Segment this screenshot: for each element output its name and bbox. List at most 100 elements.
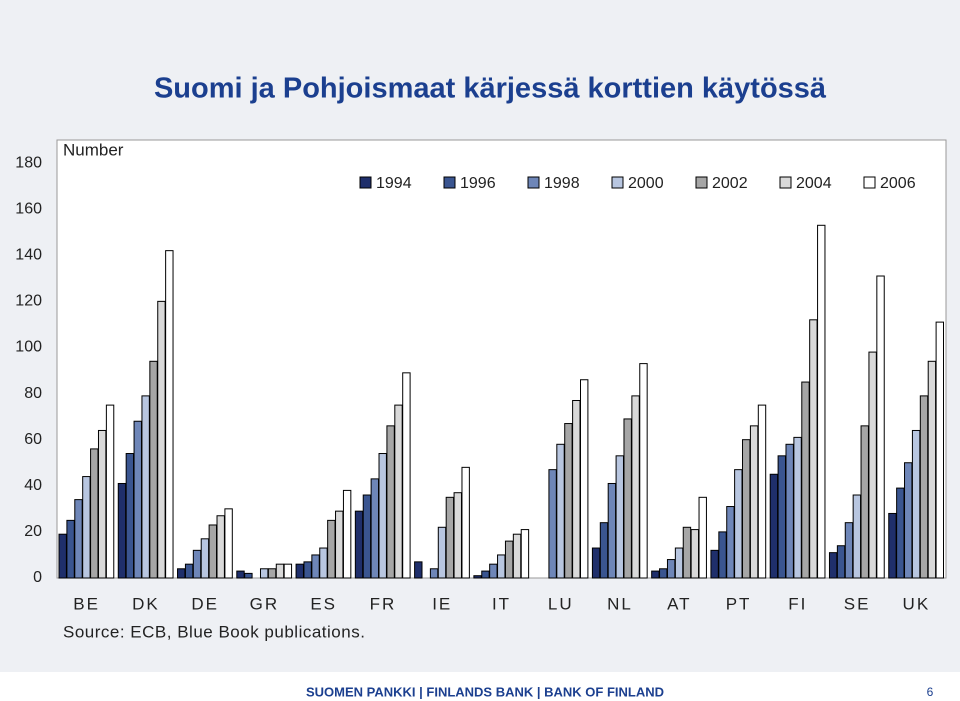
bar [927, 360, 937, 579]
bar [354, 510, 364, 579]
bar [437, 526, 447, 579]
bar [208, 524, 218, 579]
x-tick-label: LU [548, 594, 574, 613]
bar [414, 561, 423, 579]
bar [599, 522, 609, 579]
bar [370, 478, 380, 579]
bar [888, 512, 897, 579]
bar [548, 469, 557, 579]
x-tick-label: FI [788, 594, 807, 613]
bar [66, 519, 75, 579]
y-tick-label: 120 [15, 293, 42, 310]
bar [698, 496, 707, 579]
bar [58, 533, 67, 579]
footer-text: SUOMEN PANKKI | FINLANDS BANK | BANK OF … [306, 684, 664, 699]
page-number: 6 [927, 685, 934, 699]
x-tick-label: PT [726, 594, 752, 613]
bar [742, 439, 751, 579]
bar [769, 473, 779, 579]
legend-swatch [695, 176, 708, 189]
legend-label: 1996 [460, 175, 496, 192]
y-tick-label: 20 [24, 523, 42, 540]
x-tick-label: FR [370, 594, 397, 613]
bar [125, 453, 135, 579]
bar [295, 563, 304, 579]
bar [157, 300, 166, 579]
bar [817, 224, 826, 579]
bar [651, 570, 660, 579]
bar [141, 395, 150, 579]
bar [607, 482, 617, 579]
bar [473, 575, 482, 579]
y-tick-label: 80 [24, 385, 42, 402]
bar [82, 476, 91, 579]
bar [319, 547, 328, 579]
bar [726, 506, 735, 579]
bar [896, 487, 905, 579]
bar [580, 379, 589, 579]
x-tick-label: NL [607, 594, 633, 613]
legend-swatch [779, 176, 792, 189]
bar [259, 568, 269, 579]
bar [362, 494, 372, 579]
bar [192, 549, 202, 579]
bar [149, 360, 158, 579]
x-tick-label: AT [667, 594, 691, 613]
bar [497, 554, 506, 579]
bar [682, 526, 692, 579]
bar [504, 540, 514, 579]
bar [659, 568, 668, 579]
bar [90, 448, 99, 579]
x-tick-label: ES [310, 594, 337, 613]
bar [690, 529, 700, 579]
bar [639, 363, 648, 579]
bar [777, 455, 786, 579]
bar [631, 395, 640, 579]
bar [844, 522, 854, 579]
bar [402, 372, 411, 579]
bar [165, 250, 174, 579]
bar [342, 489, 352, 579]
bar [674, 547, 684, 579]
bar [911, 429, 921, 579]
bar [623, 418, 632, 579]
bar [481, 570, 490, 579]
bar [793, 436, 802, 579]
legend-swatch [443, 176, 456, 189]
y-axis-label: Number [63, 140, 124, 159]
bar [852, 494, 862, 579]
bar [378, 453, 387, 579]
bar [275, 563, 285, 579]
bar [836, 545, 846, 579]
bar [734, 469, 743, 579]
x-tick-label: IT [492, 594, 511, 613]
bar [461, 466, 470, 579]
source-note: Source: ECB, Blue Book publications. [63, 622, 365, 641]
bar [710, 549, 719, 579]
bar [757, 404, 767, 579]
y-tick-label: 160 [15, 200, 42, 217]
bar [718, 531, 727, 579]
x-tick-label: DK [132, 594, 160, 613]
bar [236, 570, 245, 579]
bar [97, 429, 107, 579]
legend-swatch [611, 176, 624, 189]
footer-bar [0, 672, 960, 701]
bar [267, 568, 277, 579]
bar [489, 563, 498, 579]
bar [117, 482, 127, 579]
legend-swatch [863, 176, 876, 189]
legend-label: 2000 [628, 175, 664, 192]
y-tick-label: 140 [15, 246, 42, 263]
bar [868, 351, 877, 579]
x-tick-label: DE [191, 594, 219, 613]
bar [133, 420, 142, 579]
bar [335, 510, 344, 579]
bar [394, 404, 403, 579]
bar [224, 508, 233, 579]
legend-label: 2006 [880, 175, 916, 192]
bar [244, 572, 253, 579]
bar [327, 519, 336, 579]
bar [177, 568, 186, 579]
